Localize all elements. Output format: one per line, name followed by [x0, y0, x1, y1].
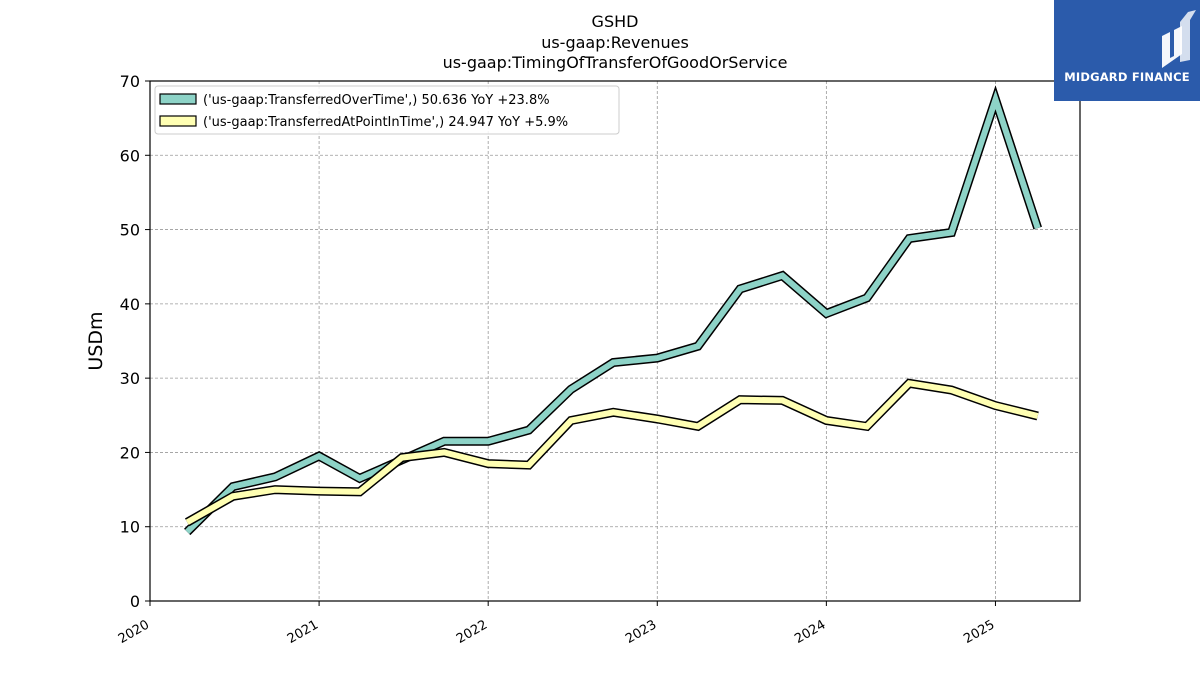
y-tick-label: 60 [120, 146, 140, 165]
y-tick-label: 30 [120, 369, 140, 388]
legend-box [154, 85, 620, 135]
y-tick-label: 70 [120, 72, 140, 91]
chart-title-line-1: GSHD [592, 12, 639, 31]
x-tick-label: 2025 [961, 617, 997, 647]
x-tick-label: 2023 [623, 617, 659, 647]
plot-frame [149, 80, 1081, 602]
x-tick-label: 2024 [792, 617, 828, 647]
y-tick-label: 20 [120, 443, 140, 462]
legend-swatch-2 [159, 115, 197, 127]
y-tick-label: 10 [120, 518, 140, 537]
series-1-outline [184, 85, 1042, 536]
y-axis-label: USDm [85, 311, 107, 370]
grid-lines [150, 81, 1080, 601]
legend-swatch-1 [159, 93, 197, 105]
legend-label-1: ('us-gaap:TransferredOverTime',) 50.636 … [203, 93, 550, 108]
chart-title-line-3: us-gaap:TimingOfTransferOfGoodOrService [443, 53, 788, 72]
midgard-finance-logo: MIDGARD FINANCE [1054, 0, 1200, 101]
series-layer [184, 85, 1042, 536]
y-tick-label: 0 [130, 592, 140, 611]
legend: ('us-gaap:TransferredOverTime',) 50.636 … [154, 85, 620, 135]
legend-label-2: ('us-gaap:TransferredAtPointInTime',) 24… [203, 115, 568, 130]
x-tick-label: 2021 [285, 617, 321, 647]
series-2-line [185, 380, 1039, 525]
chart-title: GSHD us-gaap:Revenues us-gaap:TimingOfTr… [443, 12, 788, 72]
y-tick-label: 50 [120, 221, 140, 240]
logo-text: MIDGARD FINANCE [1064, 70, 1190, 84]
x-tick-label: 2022 [454, 617, 490, 647]
axis-ticks: 0 10 20 30 40 50 60 70 2020 2021 2022 2023 2024 2025 [116, 72, 998, 647]
x-tick-label: 2020 [116, 617, 152, 647]
y-tick-label: 40 [120, 295, 140, 314]
logo-mark-icon [1162, 10, 1196, 68]
chart-title-line-2: us-gaap:Revenues [541, 33, 689, 52]
series-1-line [185, 90, 1041, 535]
